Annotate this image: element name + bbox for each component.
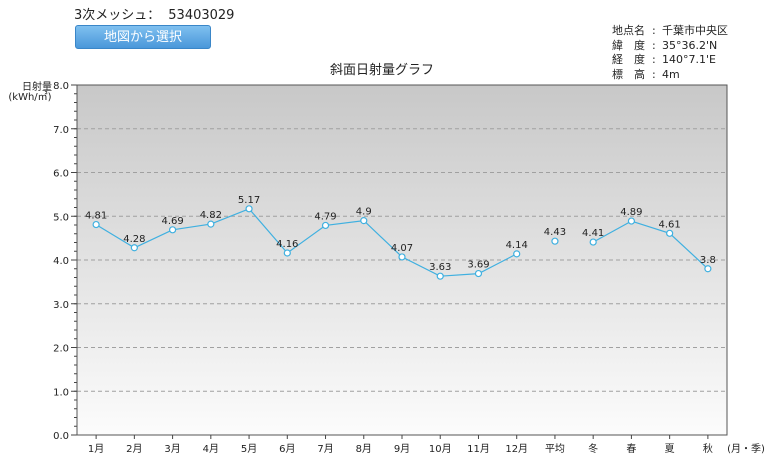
data-point bbox=[398, 253, 406, 261]
x-tick-label: 秋 bbox=[703, 442, 713, 455]
data-point bbox=[666, 229, 674, 237]
chart-marks: 4.81 4.28 4.69 4.82 5.17 4.16 4.79 4.9 4.07 3.63 3… bbox=[85, 195, 716, 280]
series-line bbox=[95, 208, 517, 277]
data-point bbox=[589, 238, 597, 246]
data-label: 4.28 bbox=[123, 234, 145, 245]
location-row-longitude: 経 度:140°7.1'E bbox=[612, 53, 716, 66]
x-tick-label: 9月 bbox=[394, 443, 410, 455]
x-tick-label: 春 bbox=[626, 443, 636, 455]
x-tick-label: 12月 bbox=[505, 443, 528, 455]
data-label: 4.07 bbox=[391, 243, 413, 254]
data-point bbox=[513, 250, 521, 258]
data-label: 4.16 bbox=[276, 239, 298, 250]
x-tick-label: 3月 bbox=[164, 443, 180, 455]
x-tick-label: 8月 bbox=[356, 443, 372, 455]
x-tick-label: 6月 bbox=[279, 443, 295, 455]
mesh-code: 53403029 bbox=[168, 8, 235, 23]
location-value: 4m bbox=[662, 67, 680, 81]
location-row-elevation: 標 高:4m bbox=[612, 67, 680, 81]
x-tick-label: 夏 bbox=[665, 443, 675, 455]
location-label: 経 度 bbox=[612, 53, 645, 66]
x-tick-label: 平均 bbox=[545, 443, 565, 455]
data-label: 3.8 bbox=[700, 255, 716, 266]
y-axis-unit: (kWh/㎡) bbox=[8, 91, 51, 103]
data-label: 4.43 bbox=[544, 227, 566, 238]
data-label: 4.79 bbox=[314, 211, 336, 222]
x-tick-label: 1月 bbox=[88, 443, 104, 455]
location-value: 35°36.2'N bbox=[662, 38, 718, 52]
series-line bbox=[592, 220, 709, 270]
location-label: 地点名 bbox=[612, 24, 645, 37]
location-value: 140°7.1'E bbox=[662, 53, 716, 66]
mesh-label: 3次メッシュ： bbox=[74, 8, 161, 23]
data-label: 4.82 bbox=[200, 210, 222, 221]
location-row-name: 地点名: 千葉市中央区 bbox=[612, 24, 728, 37]
data-label: 4.61 bbox=[659, 219, 681, 230]
y-axis-label: 日射量 bbox=[22, 81, 52, 93]
location-label: 標 高 bbox=[612, 67, 645, 81]
y-tick-label: 7.0 bbox=[53, 125, 69, 136]
data-label: 3.69 bbox=[467, 260, 489, 271]
data-point bbox=[704, 265, 712, 273]
data-point bbox=[168, 226, 177, 234]
location-label: 緯 度 bbox=[612, 38, 645, 52]
location-value: 千葉市中央区 bbox=[662, 24, 728, 37]
data-label: 4.89 bbox=[620, 207, 642, 218]
x-tick-label: 11月 bbox=[467, 443, 490, 455]
data-point bbox=[360, 217, 368, 225]
chart-title: 斜面日射量グラフ bbox=[330, 62, 434, 78]
y-tick-label: 4.0 bbox=[53, 256, 69, 267]
data-label: 3.63 bbox=[429, 262, 451, 273]
data-point bbox=[130, 244, 138, 252]
data-label: 4.69 bbox=[161, 216, 183, 227]
x-tick-label: 冬 bbox=[588, 442, 598, 455]
data-label: 4.9 bbox=[356, 207, 372, 218]
y-tick-label: 6.0 bbox=[53, 169, 69, 180]
y-tick-label: 8.0 bbox=[53, 81, 69, 92]
plot-area: 0.0 1.0 2.0 3.0 4.0 5.0 6.0 7.0 8.0 1月 2月 3月 4月 5月 6月 7… bbox=[53, 81, 728, 455]
data-point bbox=[551, 237, 559, 245]
y-tick-label: 0.0 bbox=[53, 431, 69, 442]
data-point bbox=[283, 249, 291, 257]
data-label: 4.41 bbox=[582, 228, 604, 239]
data-label: 5.17 bbox=[238, 195, 260, 206]
y-tick-label: 1.0 bbox=[53, 387, 69, 398]
x-tick-label: 7月 bbox=[317, 443, 333, 455]
data-point bbox=[474, 269, 483, 278]
data-point bbox=[321, 221, 330, 230]
data-point bbox=[207, 220, 215, 228]
x-tick-label: 4月 bbox=[203, 443, 219, 455]
location-row-latitude: 緯 度:35°36.2'N bbox=[612, 38, 718, 52]
x-tick-label: 10月 bbox=[429, 443, 452, 455]
data-point bbox=[92, 220, 100, 229]
y-tick-label: 5.0 bbox=[53, 212, 69, 223]
y-tick-label: 2.0 bbox=[53, 344, 69, 355]
x-tick-label: 5月 bbox=[241, 443, 257, 455]
data-label: 4.81 bbox=[85, 211, 107, 222]
data-point bbox=[436, 272, 444, 280]
select-from-map-button[interactable]: 地図から選択 bbox=[75, 25, 211, 49]
location-info: 地点名: 千葉市中央区 緯 度:35°36.2'N 経 度:140°7.1'E 標… bbox=[612, 24, 728, 82]
data-point bbox=[627, 217, 636, 225]
y-tick-label: 3.0 bbox=[53, 300, 69, 311]
data-point bbox=[245, 205, 253, 213]
x-tick-label: 2月 bbox=[126, 443, 142, 455]
x-axis-unit: (月・季) bbox=[727, 443, 765, 455]
data-label: 4.14 bbox=[506, 240, 528, 251]
mesh-info: 3次メッシュ： 53403029 bbox=[74, 4, 234, 23]
